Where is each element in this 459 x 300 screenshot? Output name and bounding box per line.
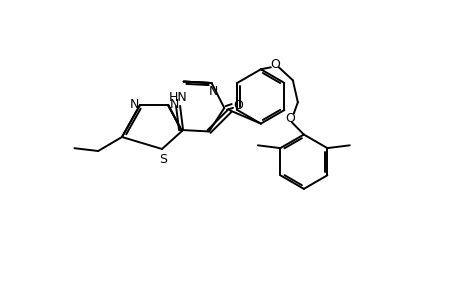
Text: N: N: [208, 85, 218, 98]
Text: O: O: [233, 100, 243, 112]
Text: S: S: [159, 152, 167, 166]
Text: N: N: [129, 98, 138, 110]
Text: HN: HN: [168, 91, 187, 104]
Text: O: O: [269, 58, 279, 71]
Text: O: O: [284, 112, 294, 125]
Text: N: N: [169, 98, 178, 110]
